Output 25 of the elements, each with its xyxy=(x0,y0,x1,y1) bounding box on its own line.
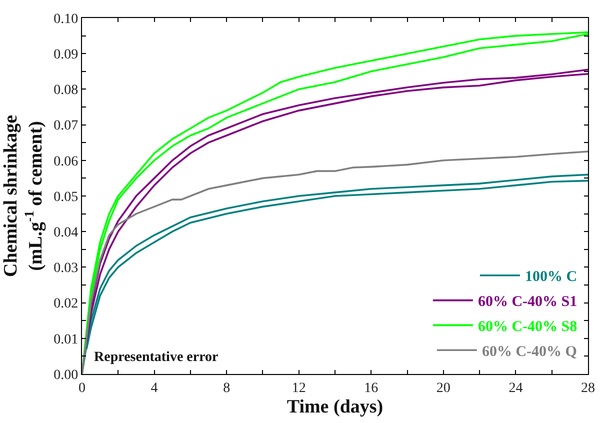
y-tick-label: 0.05 xyxy=(54,190,78,205)
y-tick-label: 0.04 xyxy=(54,226,78,240)
y-tick-label: 0.09 xyxy=(54,48,78,62)
legend-label: 60% C-40% S8 xyxy=(478,319,578,336)
x-tick-label: 20 xyxy=(436,380,450,396)
y-tick-label: 0.06 xyxy=(54,154,78,170)
legend-label: 100% C xyxy=(524,269,578,286)
legend-label: 60% C-40% S1 xyxy=(478,294,578,310)
x-tick-label: 16 xyxy=(364,380,378,396)
x-tick-label: 24 xyxy=(508,380,523,396)
legend-label: 60% C-40% Q xyxy=(482,344,578,360)
y-tick-label: 0.07 xyxy=(54,118,78,134)
y-tick-label: 0.00 xyxy=(54,368,78,383)
y-tick-label: 0.08 xyxy=(54,83,78,98)
x-tick-label: 0 xyxy=(78,380,86,396)
y-tick-label: 0.01 xyxy=(54,332,78,348)
y-tick-label: 0.03 xyxy=(54,261,78,276)
x-axis-title: Time (days) xyxy=(286,396,384,418)
x-tick-label: 8 xyxy=(223,380,230,396)
annotation: Representative error xyxy=(94,350,218,365)
y-tick-label: 0.10 xyxy=(54,12,78,27)
x-tick-label: 4 xyxy=(150,380,158,396)
x-tick-label: 12 xyxy=(292,380,306,396)
y-tick-label: 0.02 xyxy=(54,296,78,312)
x-tick-label: 28 xyxy=(581,380,595,396)
